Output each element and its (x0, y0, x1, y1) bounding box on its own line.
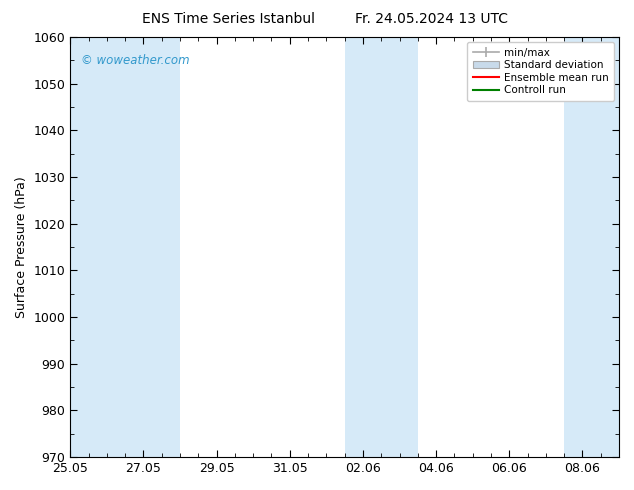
Bar (125, 37, 180, 457)
Bar (381, 37, 418, 457)
Text: © woweather.com: © woweather.com (81, 54, 190, 67)
Text: Fr. 24.05.2024 13 UTC: Fr. 24.05.2024 13 UTC (354, 12, 508, 26)
Legend: min/max, Standard deviation, Ensemble mean run, Controll run: min/max, Standard deviation, Ensemble me… (467, 42, 614, 100)
Bar (345, 37, 381, 457)
Y-axis label: Surface Pressure (hPa): Surface Pressure (hPa) (15, 176, 28, 318)
Bar (564, 37, 619, 457)
Text: ENS Time Series Istanbul: ENS Time Series Istanbul (142, 12, 314, 26)
Bar (70, 37, 125, 457)
